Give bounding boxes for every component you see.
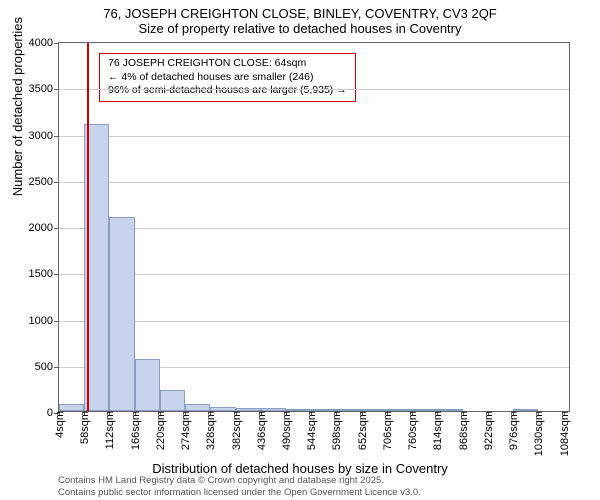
gridline — [59, 321, 569, 322]
chart-area: 76 JOSEPH CREIGHTON CLOSE: 64sqm ← 4% of… — [58, 42, 570, 412]
x-tick-label: 814sqm — [430, 411, 444, 450]
page-subtitle: Size of property relative to detached ho… — [0, 21, 600, 40]
histogram-bar — [59, 404, 84, 411]
page-title: 76, JOSEPH CREIGHTON CLOSE, BINLEY, COVE… — [0, 0, 600, 21]
x-tick-label: 868sqm — [456, 411, 470, 450]
gridline — [59, 136, 569, 137]
annotation-box: 76 JOSEPH CREIGHTON CLOSE: 64sqm ← 4% of… — [99, 53, 356, 102]
y-tick-mark — [54, 367, 59, 368]
x-tick-label: 598sqm — [329, 411, 343, 450]
x-tick-label: 1084sqm — [557, 411, 571, 456]
x-tick-label: 436sqm — [254, 411, 268, 450]
annotation-line-1: 76 JOSEPH CREIGHTON CLOSE: 64sqm — [108, 57, 347, 71]
x-tick-label: 220sqm — [153, 411, 167, 450]
y-tick-mark — [54, 274, 59, 275]
histogram-bar — [185, 404, 210, 411]
footer-line-2: Contains public sector information licen… — [58, 487, 421, 498]
marker-line — [87, 43, 89, 411]
gridline — [59, 89, 569, 90]
x-tick-label: 328sqm — [203, 411, 217, 450]
gridline — [59, 182, 569, 183]
x-axis-label: Distribution of detached houses by size … — [152, 461, 448, 476]
histogram-bar — [135, 359, 160, 411]
histogram-bar — [160, 390, 185, 411]
x-tick-label: 544sqm — [304, 411, 318, 450]
y-tick-mark — [54, 228, 59, 229]
y-tick-mark — [54, 43, 59, 44]
x-tick-label: 382sqm — [229, 411, 243, 450]
x-tick-label: 652sqm — [355, 411, 369, 450]
x-tick-label: 760sqm — [405, 411, 419, 450]
footer-line-1: Contains HM Land Registry data © Crown c… — [58, 475, 421, 486]
y-tick-mark — [54, 182, 59, 183]
x-tick-label: 166sqm — [128, 411, 142, 450]
gridline — [59, 228, 569, 229]
y-tick-mark — [54, 89, 59, 90]
x-tick-label: 1030sqm — [531, 411, 545, 456]
annotation-line-3: 96% of semi-detached houses are larger (… — [108, 84, 347, 98]
annotation-line-2: ← 4% of detached houses are smaller (246… — [108, 71, 347, 85]
gridline — [59, 274, 569, 275]
x-tick-label: 274sqm — [178, 411, 192, 450]
y-axis-label: Number of detached properties — [10, 17, 25, 196]
y-tick-mark — [54, 321, 59, 322]
plot-region: 76 JOSEPH CREIGHTON CLOSE: 64sqm ← 4% of… — [58, 42, 570, 412]
x-tick-label: 112sqm — [102, 411, 116, 449]
x-tick-label: 58sqm — [77, 411, 91, 444]
chart-container: 76, JOSEPH CREIGHTON CLOSE, BINLEY, COVE… — [0, 0, 600, 500]
x-tick-label: 4sqm — [52, 411, 66, 438]
footer-attribution: Contains HM Land Registry data © Crown c… — [58, 475, 421, 498]
x-tick-label: 922sqm — [481, 411, 495, 450]
x-tick-label: 706sqm — [380, 411, 394, 450]
histogram-bar — [109, 217, 134, 411]
x-tick-label: 490sqm — [279, 411, 293, 450]
x-tick-label: 976sqm — [506, 411, 520, 450]
y-tick-mark — [54, 136, 59, 137]
